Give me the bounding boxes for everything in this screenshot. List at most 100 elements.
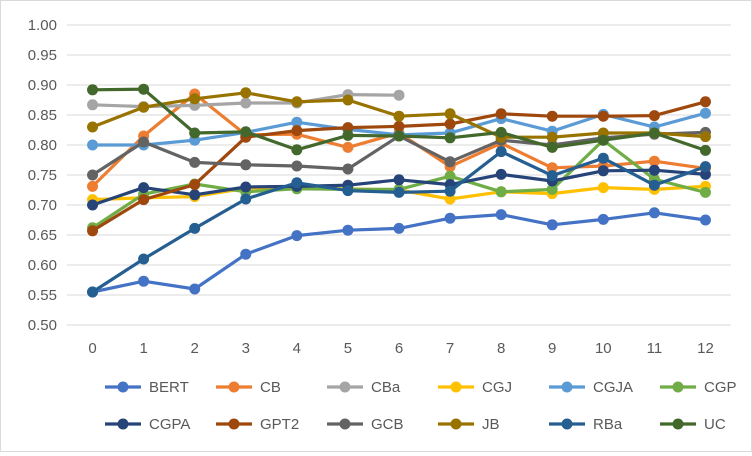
data-point <box>597 152 609 164</box>
y-axis-ticks: 0.50 0.55 0.60 0.65 0.70 0.75 0.80 0.85 0.90 0.95… <box>28 17 57 334</box>
data-point <box>444 132 456 144</box>
data-point <box>444 193 456 205</box>
data-point <box>342 224 354 236</box>
data-point <box>291 116 303 128</box>
data-point <box>546 162 558 174</box>
legend-label: CGPA <box>149 416 190 433</box>
legend-label: RBa <box>593 416 623 433</box>
legend-swatch-marker <box>339 381 351 393</box>
data-point <box>138 182 150 194</box>
legend-item-cgp: CGP <box>660 379 737 396</box>
y-tick-label: 0.80 <box>28 137 57 154</box>
data-point <box>138 194 150 206</box>
data-point <box>444 108 456 120</box>
x-axis-ticks: 0 1 2 3 4 5 6 7 8 9 10 11 12 <box>88 340 713 357</box>
data-point <box>138 253 150 265</box>
data-point <box>648 179 660 191</box>
data-point <box>648 127 660 139</box>
data-point <box>699 161 711 173</box>
data-point <box>189 127 201 139</box>
x-tick-label: 3 <box>242 340 250 357</box>
data-point <box>444 170 456 182</box>
data-point <box>495 126 507 138</box>
legend-swatch-marker <box>228 418 240 430</box>
y-tick-label: 0.60 <box>28 257 57 274</box>
data-point <box>240 87 252 99</box>
y-tick-label: 0.65 <box>28 227 57 244</box>
x-tick-label: 10 <box>595 340 612 357</box>
legend-swatch-marker <box>672 381 684 393</box>
legend-item-jb: JB <box>438 416 500 433</box>
data-point <box>240 126 252 138</box>
data-point <box>87 286 99 298</box>
data-point <box>597 182 609 194</box>
data-point <box>87 139 99 151</box>
data-point <box>189 93 201 105</box>
data-point <box>699 131 711 143</box>
x-tick-label: 7 <box>446 340 454 357</box>
data-point <box>138 275 150 287</box>
y-tick-label: 0.75 <box>28 167 57 184</box>
y-tick-label: 0.55 <box>28 287 57 304</box>
legend-swatch-marker <box>561 381 573 393</box>
data-point <box>699 168 711 180</box>
data-point <box>240 181 252 193</box>
data-point <box>393 130 405 142</box>
data-point <box>546 141 558 153</box>
series-lines <box>87 83 711 298</box>
data-point <box>546 183 558 195</box>
data-point <box>444 212 456 224</box>
data-point <box>648 207 660 219</box>
legend-label: CB <box>260 379 281 396</box>
data-point <box>597 134 609 146</box>
data-point <box>189 189 201 201</box>
legend-swatch-marker <box>228 381 240 393</box>
x-tick-label: 12 <box>697 340 714 357</box>
data-point <box>597 165 609 177</box>
data-point <box>87 199 99 211</box>
data-point <box>87 180 99 192</box>
data-point <box>444 156 456 168</box>
data-point <box>495 168 507 180</box>
data-point <box>189 179 201 191</box>
data-point <box>87 169 99 181</box>
legend-label: CGJ <box>482 379 512 396</box>
data-point <box>495 209 507 221</box>
data-point <box>342 122 354 134</box>
data-point <box>240 248 252 260</box>
series-line <box>90 150 708 294</box>
legend-swatch-marker <box>450 381 462 393</box>
legend-item-cgja: CGJA <box>549 379 633 396</box>
data-point <box>648 110 660 122</box>
data-point <box>597 110 609 122</box>
x-tick-label: 4 <box>293 340 301 357</box>
legend-item-cba: CBa <box>327 379 401 396</box>
data-point <box>87 99 99 111</box>
data-point <box>291 230 303 242</box>
data-point <box>699 214 711 226</box>
data-point <box>648 164 660 176</box>
data-point <box>291 96 303 108</box>
legend-label: GCB <box>371 416 404 433</box>
data-point <box>444 185 456 197</box>
y-tick-label: 0.70 <box>28 197 57 214</box>
data-point <box>393 174 405 186</box>
data-point <box>444 118 456 130</box>
data-point <box>393 120 405 132</box>
data-point <box>393 89 405 101</box>
y-tick-label: 0.50 <box>28 317 57 334</box>
data-point <box>648 155 660 167</box>
y-tick-label: 1.00 <box>28 17 57 34</box>
data-point <box>138 101 150 113</box>
legend-swatch-marker <box>672 418 684 430</box>
y-tick-label: 0.95 <box>28 47 57 64</box>
legend-label: BERT <box>149 379 189 396</box>
data-point <box>699 144 711 156</box>
legend-item-cgj: CGJ <box>438 379 512 396</box>
data-point <box>342 163 354 175</box>
data-point <box>342 129 354 141</box>
legend-label: UC <box>704 416 726 433</box>
x-tick-label: 0 <box>88 340 96 357</box>
x-tick-label: 6 <box>395 340 403 357</box>
